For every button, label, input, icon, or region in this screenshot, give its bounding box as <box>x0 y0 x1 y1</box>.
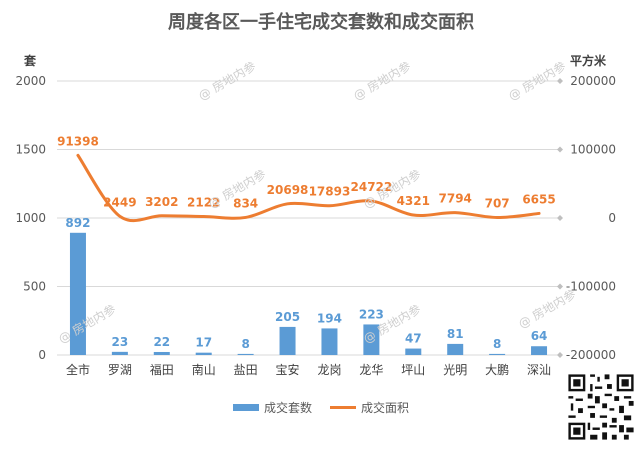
bar <box>363 324 380 355</box>
right-tick-marker <box>557 78 563 84</box>
bar-data-label: 223 <box>359 307 384 321</box>
line-data-label: 2122 <box>187 196 220 210</box>
line-data-label: 7794 <box>439 192 472 206</box>
line-data-label: 20698 <box>267 183 309 197</box>
category-label: 全市 <box>66 362 90 377</box>
category-label: 南山 <box>192 362 216 377</box>
bar <box>489 353 506 355</box>
bar-data-label: 81 <box>447 327 464 341</box>
legend-swatch-line <box>330 406 357 409</box>
left-tick-label: 500 <box>23 280 46 294</box>
bar-data-label: 8 <box>241 337 249 351</box>
right-tick-marker <box>557 352 563 358</box>
category-label: 光明 <box>443 363 467 377</box>
right-tick-marker <box>557 146 563 153</box>
left-axis-unit: 套 <box>24 54 37 68</box>
bar <box>405 348 422 355</box>
legend-item-bar: 成交套数 <box>233 399 312 416</box>
bar-data-label: 17 <box>195 336 212 350</box>
right-tick-label: 200000 <box>570 74 616 88</box>
right-tick-label: -200000 <box>566 348 616 362</box>
legend-label-line: 成交面积 <box>361 401 410 415</box>
right-tick-label: -100000 <box>566 280 616 294</box>
category-label: 宝安 <box>276 362 300 377</box>
bar-data-label: 47 <box>405 332 422 346</box>
line-data-label: 6655 <box>522 192 555 206</box>
bar <box>531 346 548 355</box>
bar <box>321 328 338 355</box>
line-data-label: 834 <box>233 196 258 210</box>
left-tick-label: 1500 <box>15 143 46 157</box>
bar <box>447 343 464 355</box>
line-data-label: 707 <box>485 197 510 211</box>
category-label: 龙华 <box>359 363 383 377</box>
bar-data-label: 64 <box>531 329 548 343</box>
bar <box>69 232 86 355</box>
category-label: 福田 <box>150 362 174 377</box>
bar <box>195 352 212 355</box>
category-label: 坪山 <box>401 363 425 377</box>
bar-data-label: 205 <box>275 310 300 324</box>
right-tick-marker <box>557 215 563 221</box>
line-data-label: 17893 <box>309 185 351 199</box>
bar-data-label: 23 <box>112 335 129 349</box>
left-tick-label: 2000 <box>15 74 46 88</box>
bar <box>279 326 296 355</box>
bar-data-label: 194 <box>317 311 342 325</box>
bar <box>237 353 254 355</box>
right-tick-label: 100000 <box>570 143 616 157</box>
bar <box>153 351 170 355</box>
right-axis-unit: 平方米 <box>570 54 607 68</box>
category-label: 罗湖 <box>108 362 132 377</box>
bar <box>111 351 128 355</box>
line-data-label: 3202 <box>145 195 178 209</box>
qr-code-icon <box>566 372 636 442</box>
right-tick-marker <box>557 283 563 290</box>
category-label: 盐田 <box>234 363 258 377</box>
left-tick-label: 1000 <box>15 211 46 225</box>
legend-item-line: 成交面积 <box>330 399 409 416</box>
right-tick-label: 0 <box>608 211 616 225</box>
line-data-label: 4321 <box>397 194 430 208</box>
line-series <box>76 153 541 223</box>
category-label: 大鹏 <box>485 363 509 377</box>
line-data-label: 2449 <box>103 195 136 209</box>
left-tick-label: 0 <box>38 348 46 362</box>
legend: 成交套数 成交面积 <box>233 399 427 416</box>
bar-data-label: 22 <box>153 335 170 349</box>
category-label: 龙岗 <box>317 363 341 377</box>
line-data-label: 91398 <box>57 134 99 148</box>
category-label: 深汕 <box>527 363 551 377</box>
legend-swatch-bar <box>233 404 259 411</box>
chart-title: 周度各区一手住宅成交套数和成交面积 <box>168 12 474 33</box>
bar-data-label: 8 <box>493 337 501 351</box>
line-data-label: 24722 <box>351 180 393 194</box>
legend-label-bar: 成交套数 <box>264 401 313 415</box>
bar-data-label: 892 <box>65 216 90 230</box>
